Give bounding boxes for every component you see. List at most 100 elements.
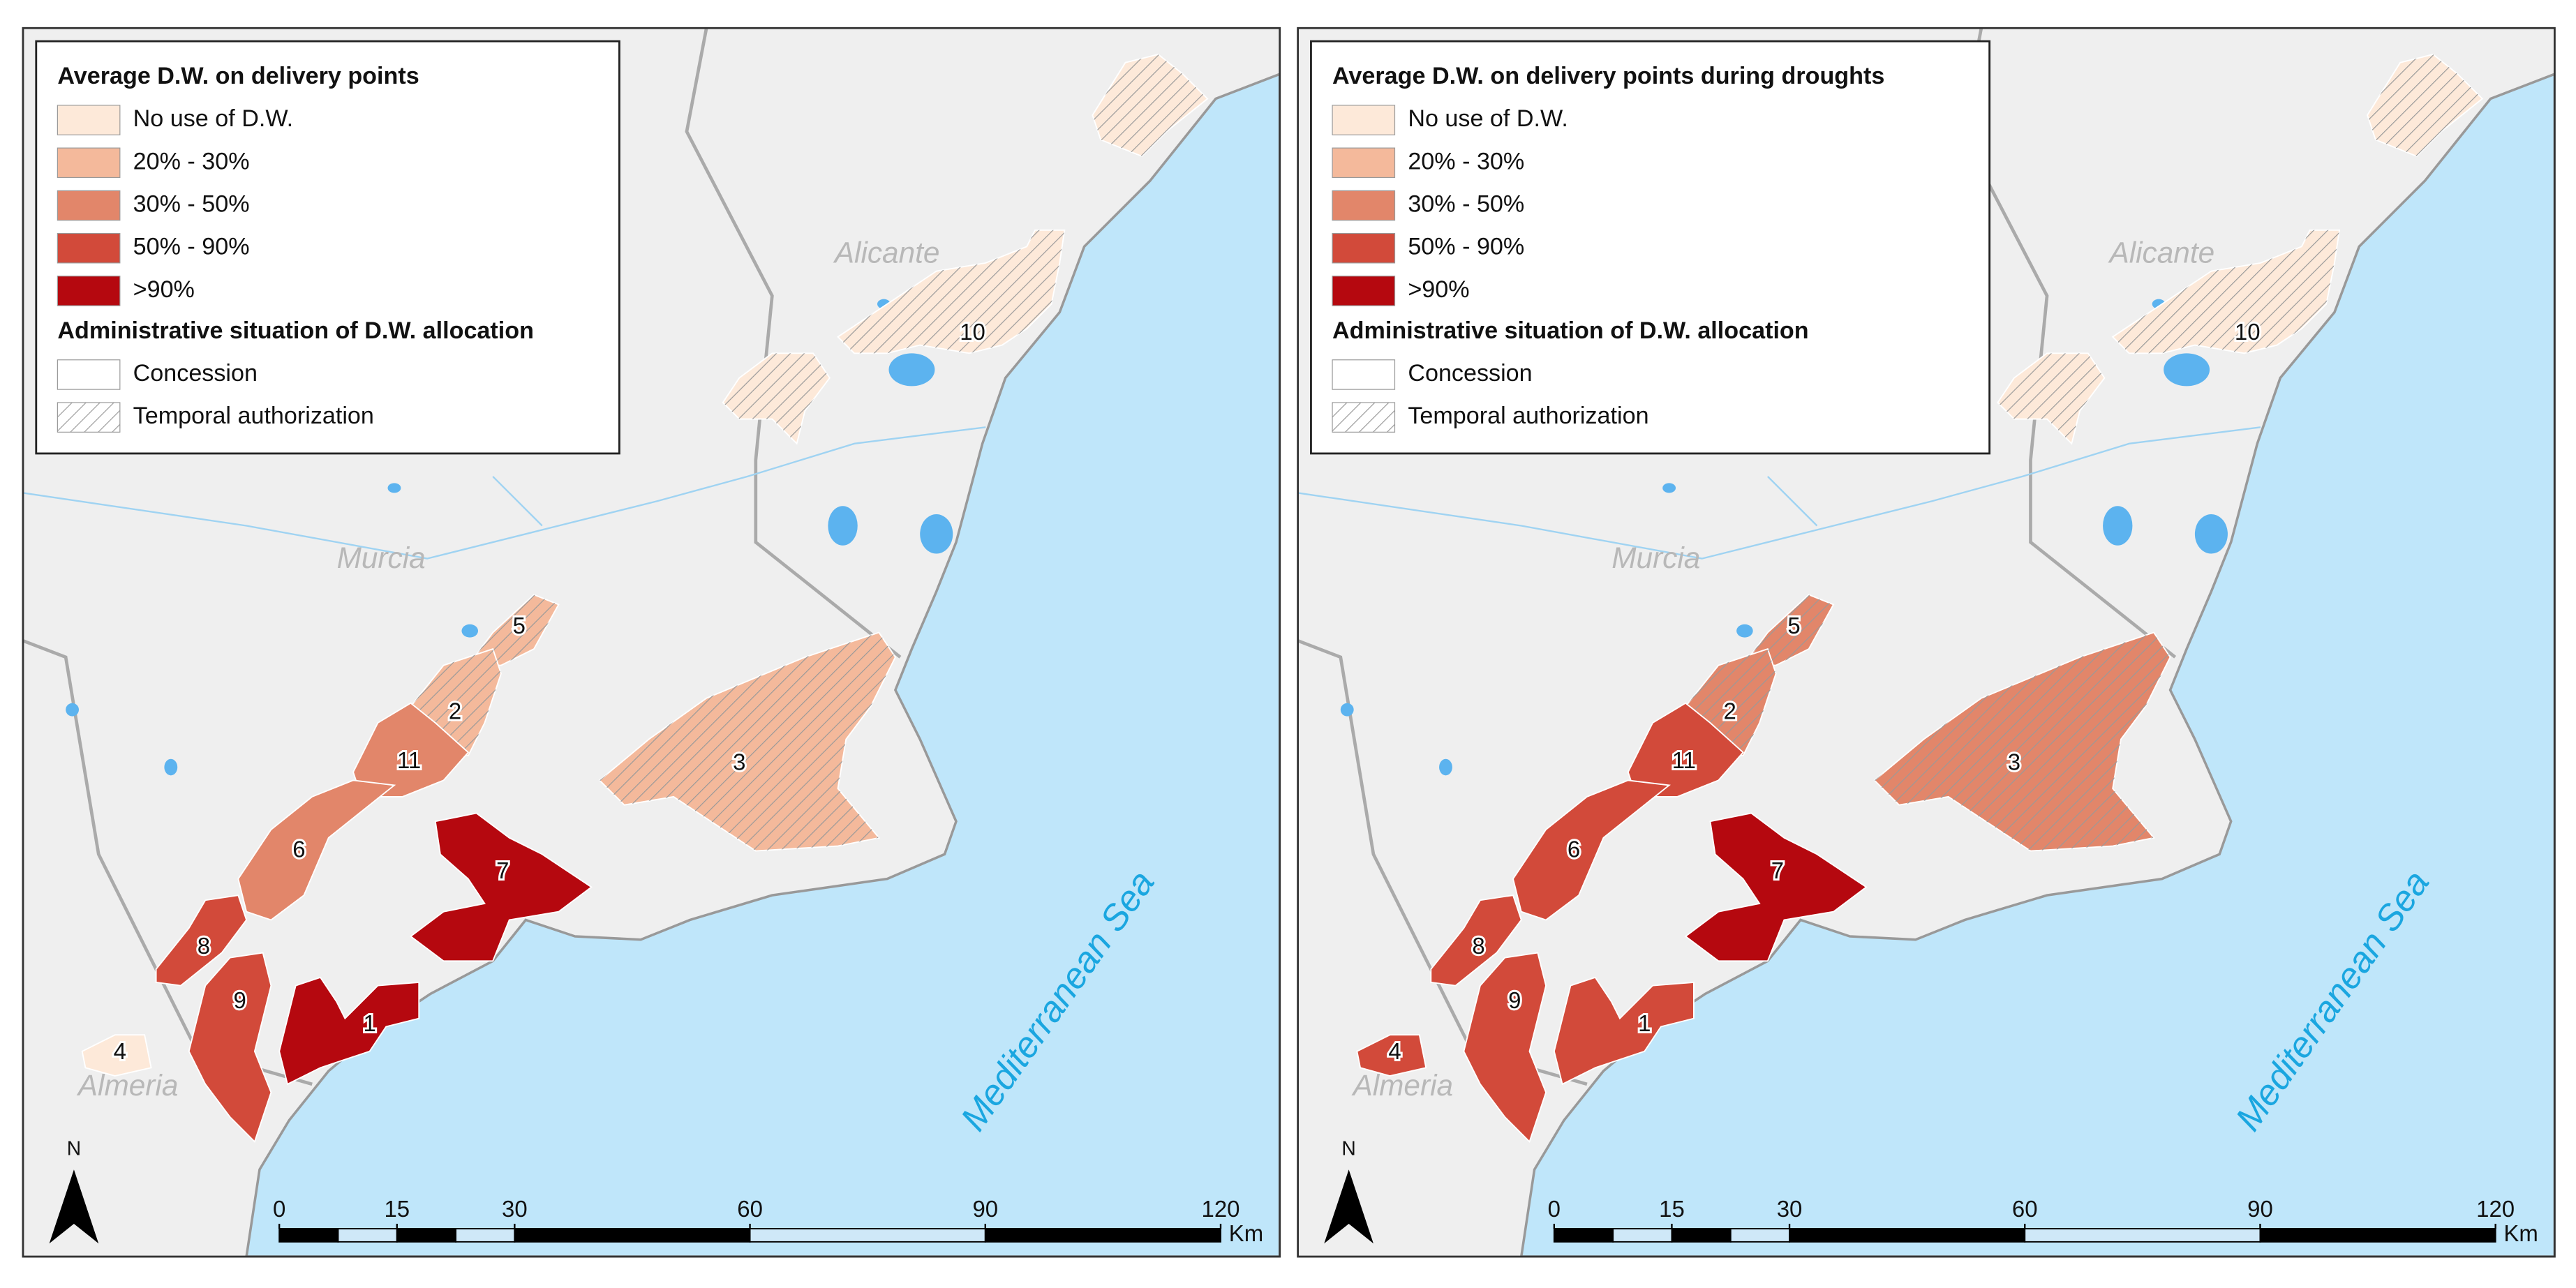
legend-subtitle: Administrative situation of D.W. allocat… (1332, 317, 1809, 344)
sea (1519, 73, 2555, 1257)
north-label: N (67, 1137, 81, 1159)
legend-label: >90% (133, 276, 195, 303)
river (22, 426, 986, 560)
scale-label: 60 (2012, 1196, 2038, 1222)
zone-label: 9 (234, 987, 246, 1013)
legend-label: Concession (133, 360, 258, 387)
zone-label: 4 (114, 1038, 126, 1064)
legend-title: Average D.W. on delivery points during d… (1332, 63, 1884, 89)
zone-label: 11 (1672, 747, 1696, 773)
scale-label: 15 (1659, 1196, 1685, 1222)
scale-segment (278, 1228, 339, 1243)
legend-swatch (57, 359, 121, 390)
zone-hatch (1092, 54, 1208, 156)
legend-swatch (1332, 105, 1396, 135)
scale-unit: Km (1229, 1220, 1263, 1246)
place-label: Alicante (2107, 236, 2214, 269)
zone-label: 7 (1771, 858, 1784, 883)
zone-label: 5 (1787, 613, 1800, 638)
legend-subtitle: Administrative situation of D.W. allocat… (57, 317, 534, 344)
place-label: Almeria (1350, 1069, 1453, 1102)
scale-segment (1789, 1228, 2026, 1243)
legend-swatch (57, 402, 121, 433)
legend-swatch (1332, 147, 1396, 179)
zone (1356, 1034, 1427, 1077)
scale-label: 0 (1548, 1196, 1561, 1222)
north-arrow (49, 1169, 99, 1244)
legend-label: 50% - 90% (1408, 234, 1524, 260)
legend-label: Concession (1408, 360, 1532, 387)
legend-swatch (57, 105, 121, 135)
legend-swatch (1332, 359, 1396, 390)
scale-segment (2259, 1228, 2496, 1243)
legend-swatch (1332, 190, 1396, 221)
lake (461, 624, 479, 638)
zone-hatch (1874, 632, 2171, 851)
lake (2164, 353, 2210, 387)
zone-label: 3 (733, 749, 745, 775)
zone-label: 1 (363, 1010, 375, 1036)
legend-label: 30% - 50% (1408, 191, 1524, 218)
lake (164, 758, 178, 776)
zone-hatch (1743, 594, 1834, 666)
scale-label: 0 (273, 1196, 285, 1222)
zone-hatch (2113, 230, 2340, 354)
scale-label: 30 (502, 1196, 528, 1222)
zone-hatch (1997, 353, 2105, 444)
panel-frame (1297, 27, 2556, 1258)
zone (237, 779, 396, 921)
legend-swatch (57, 276, 121, 306)
lake (1340, 703, 1354, 717)
zone-hatch (837, 230, 1065, 354)
zone-label: 10 (960, 319, 985, 345)
legend-label: 30% - 50% (133, 191, 250, 218)
zone-label: 6 (292, 836, 305, 862)
lake (66, 703, 79, 717)
scale-segment (1553, 1228, 1614, 1243)
scale-segment (1671, 1228, 1732, 1243)
zone (1430, 894, 1522, 987)
scale-label: 120 (1202, 1196, 1240, 1222)
legend-swatch (57, 190, 121, 221)
zone-label: 6 (1568, 836, 1580, 862)
scale-segment (396, 1228, 457, 1243)
north-arrow (1324, 1169, 1373, 1244)
legend-swatch (1332, 402, 1396, 433)
legend-swatch (57, 147, 121, 179)
scale-label: 60 (737, 1196, 763, 1222)
legend-label: >90% (1408, 276, 1469, 303)
lake (1662, 483, 1676, 493)
zone (188, 952, 272, 1143)
legend-label: 20% - 30% (133, 148, 250, 174)
zone-label: 8 (198, 933, 210, 959)
lake (2103, 506, 2133, 546)
lake (2194, 514, 2228, 554)
scale-label: 90 (972, 1196, 998, 1222)
zone-label: 10 (2235, 319, 2261, 345)
river (1297, 426, 2261, 560)
zone (1463, 952, 1547, 1143)
zone (81, 1034, 152, 1077)
scale-label: 15 (384, 1196, 410, 1222)
legend-swatch (1332, 276, 1396, 306)
legend-swatch (1332, 232, 1396, 264)
legend-label: Temporal authorization (133, 403, 374, 429)
lake (828, 506, 858, 546)
zone-label: 2 (1724, 698, 1736, 724)
scale-label: 90 (2247, 1196, 2273, 1222)
legend-box (35, 40, 620, 455)
panel-frame (22, 27, 1281, 1258)
zone-hatch (468, 594, 559, 666)
zone-label: 9 (1508, 987, 1521, 1013)
legend-label: Temporal authorization (1408, 403, 1648, 429)
scale-unit: Km (2503, 1220, 2538, 1246)
legend-label: No use of D.W. (1408, 105, 1568, 132)
scale-segment (514, 1228, 751, 1243)
sea (245, 73, 1280, 1257)
place-label: Alicante (833, 236, 940, 269)
zone-hatch (722, 353, 830, 444)
place-label: Murcia (1611, 541, 1700, 574)
